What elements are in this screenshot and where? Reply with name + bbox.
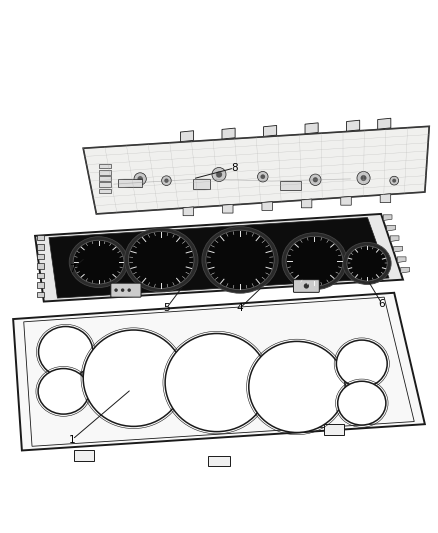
Polygon shape [401, 268, 410, 273]
Polygon shape [394, 246, 403, 252]
Ellipse shape [69, 237, 128, 287]
Bar [99, 164, 111, 168]
Circle shape [134, 173, 146, 185]
Bar [99, 176, 111, 181]
Circle shape [357, 172, 370, 184]
Polygon shape [341, 197, 351, 205]
Polygon shape [180, 131, 194, 142]
Ellipse shape [165, 334, 268, 432]
Polygon shape [208, 456, 230, 466]
Circle shape [138, 176, 143, 182]
Ellipse shape [38, 368, 89, 414]
Circle shape [310, 174, 321, 185]
Ellipse shape [286, 236, 343, 286]
Polygon shape [37, 273, 44, 278]
Ellipse shape [202, 227, 278, 293]
Polygon shape [37, 292, 44, 297]
Polygon shape [378, 118, 391, 129]
Ellipse shape [347, 246, 387, 281]
Polygon shape [346, 120, 360, 131]
Polygon shape [305, 123, 318, 134]
Polygon shape [390, 236, 399, 241]
Circle shape [390, 176, 399, 185]
Circle shape [212, 167, 226, 182]
Bar [99, 189, 111, 193]
Circle shape [121, 288, 124, 292]
Polygon shape [301, 199, 312, 208]
Polygon shape [222, 128, 235, 139]
Text: 6: 6 [378, 298, 385, 309]
Polygon shape [223, 204, 233, 213]
Circle shape [258, 172, 268, 182]
Polygon shape [37, 282, 44, 288]
Ellipse shape [338, 381, 386, 425]
Polygon shape [183, 207, 194, 216]
Polygon shape [83, 126, 429, 214]
Polygon shape [324, 424, 344, 435]
Ellipse shape [128, 231, 194, 288]
Polygon shape [383, 215, 392, 221]
Ellipse shape [282, 233, 347, 290]
Ellipse shape [343, 243, 391, 285]
Polygon shape [37, 263, 44, 269]
Bar [118, 179, 142, 187]
Ellipse shape [124, 228, 198, 292]
Circle shape [114, 288, 118, 292]
Circle shape [304, 284, 309, 288]
FancyBboxPatch shape [293, 280, 319, 292]
Circle shape [164, 179, 169, 183]
Polygon shape [264, 125, 277, 136]
Polygon shape [380, 194, 391, 203]
Polygon shape [35, 214, 403, 302]
Polygon shape [387, 225, 396, 231]
Circle shape [313, 177, 318, 182]
Text: 8: 8 [231, 163, 238, 173]
Polygon shape [37, 254, 44, 259]
Bar [99, 170, 111, 174]
Circle shape [261, 174, 265, 179]
Bar [193, 179, 210, 189]
Ellipse shape [206, 230, 274, 290]
Ellipse shape [73, 240, 124, 284]
Text: 7: 7 [69, 264, 76, 273]
Ellipse shape [249, 342, 345, 432]
Polygon shape [74, 450, 94, 462]
Ellipse shape [336, 340, 387, 387]
Polygon shape [37, 235, 44, 240]
Bar [280, 181, 301, 190]
Text: 5: 5 [163, 303, 170, 313]
Circle shape [127, 288, 131, 292]
Polygon shape [49, 217, 389, 298]
Circle shape [216, 172, 222, 177]
Bar [99, 182, 111, 187]
Circle shape [360, 175, 367, 181]
Ellipse shape [83, 330, 184, 426]
Text: 4: 4 [237, 303, 244, 313]
Ellipse shape [39, 327, 93, 377]
FancyBboxPatch shape [111, 283, 141, 297]
Polygon shape [13, 293, 425, 450]
Circle shape [162, 176, 171, 185]
Polygon shape [397, 257, 406, 263]
Circle shape [392, 179, 396, 183]
Polygon shape [262, 201, 272, 211]
Text: 1: 1 [69, 434, 76, 445]
Polygon shape [37, 245, 44, 249]
